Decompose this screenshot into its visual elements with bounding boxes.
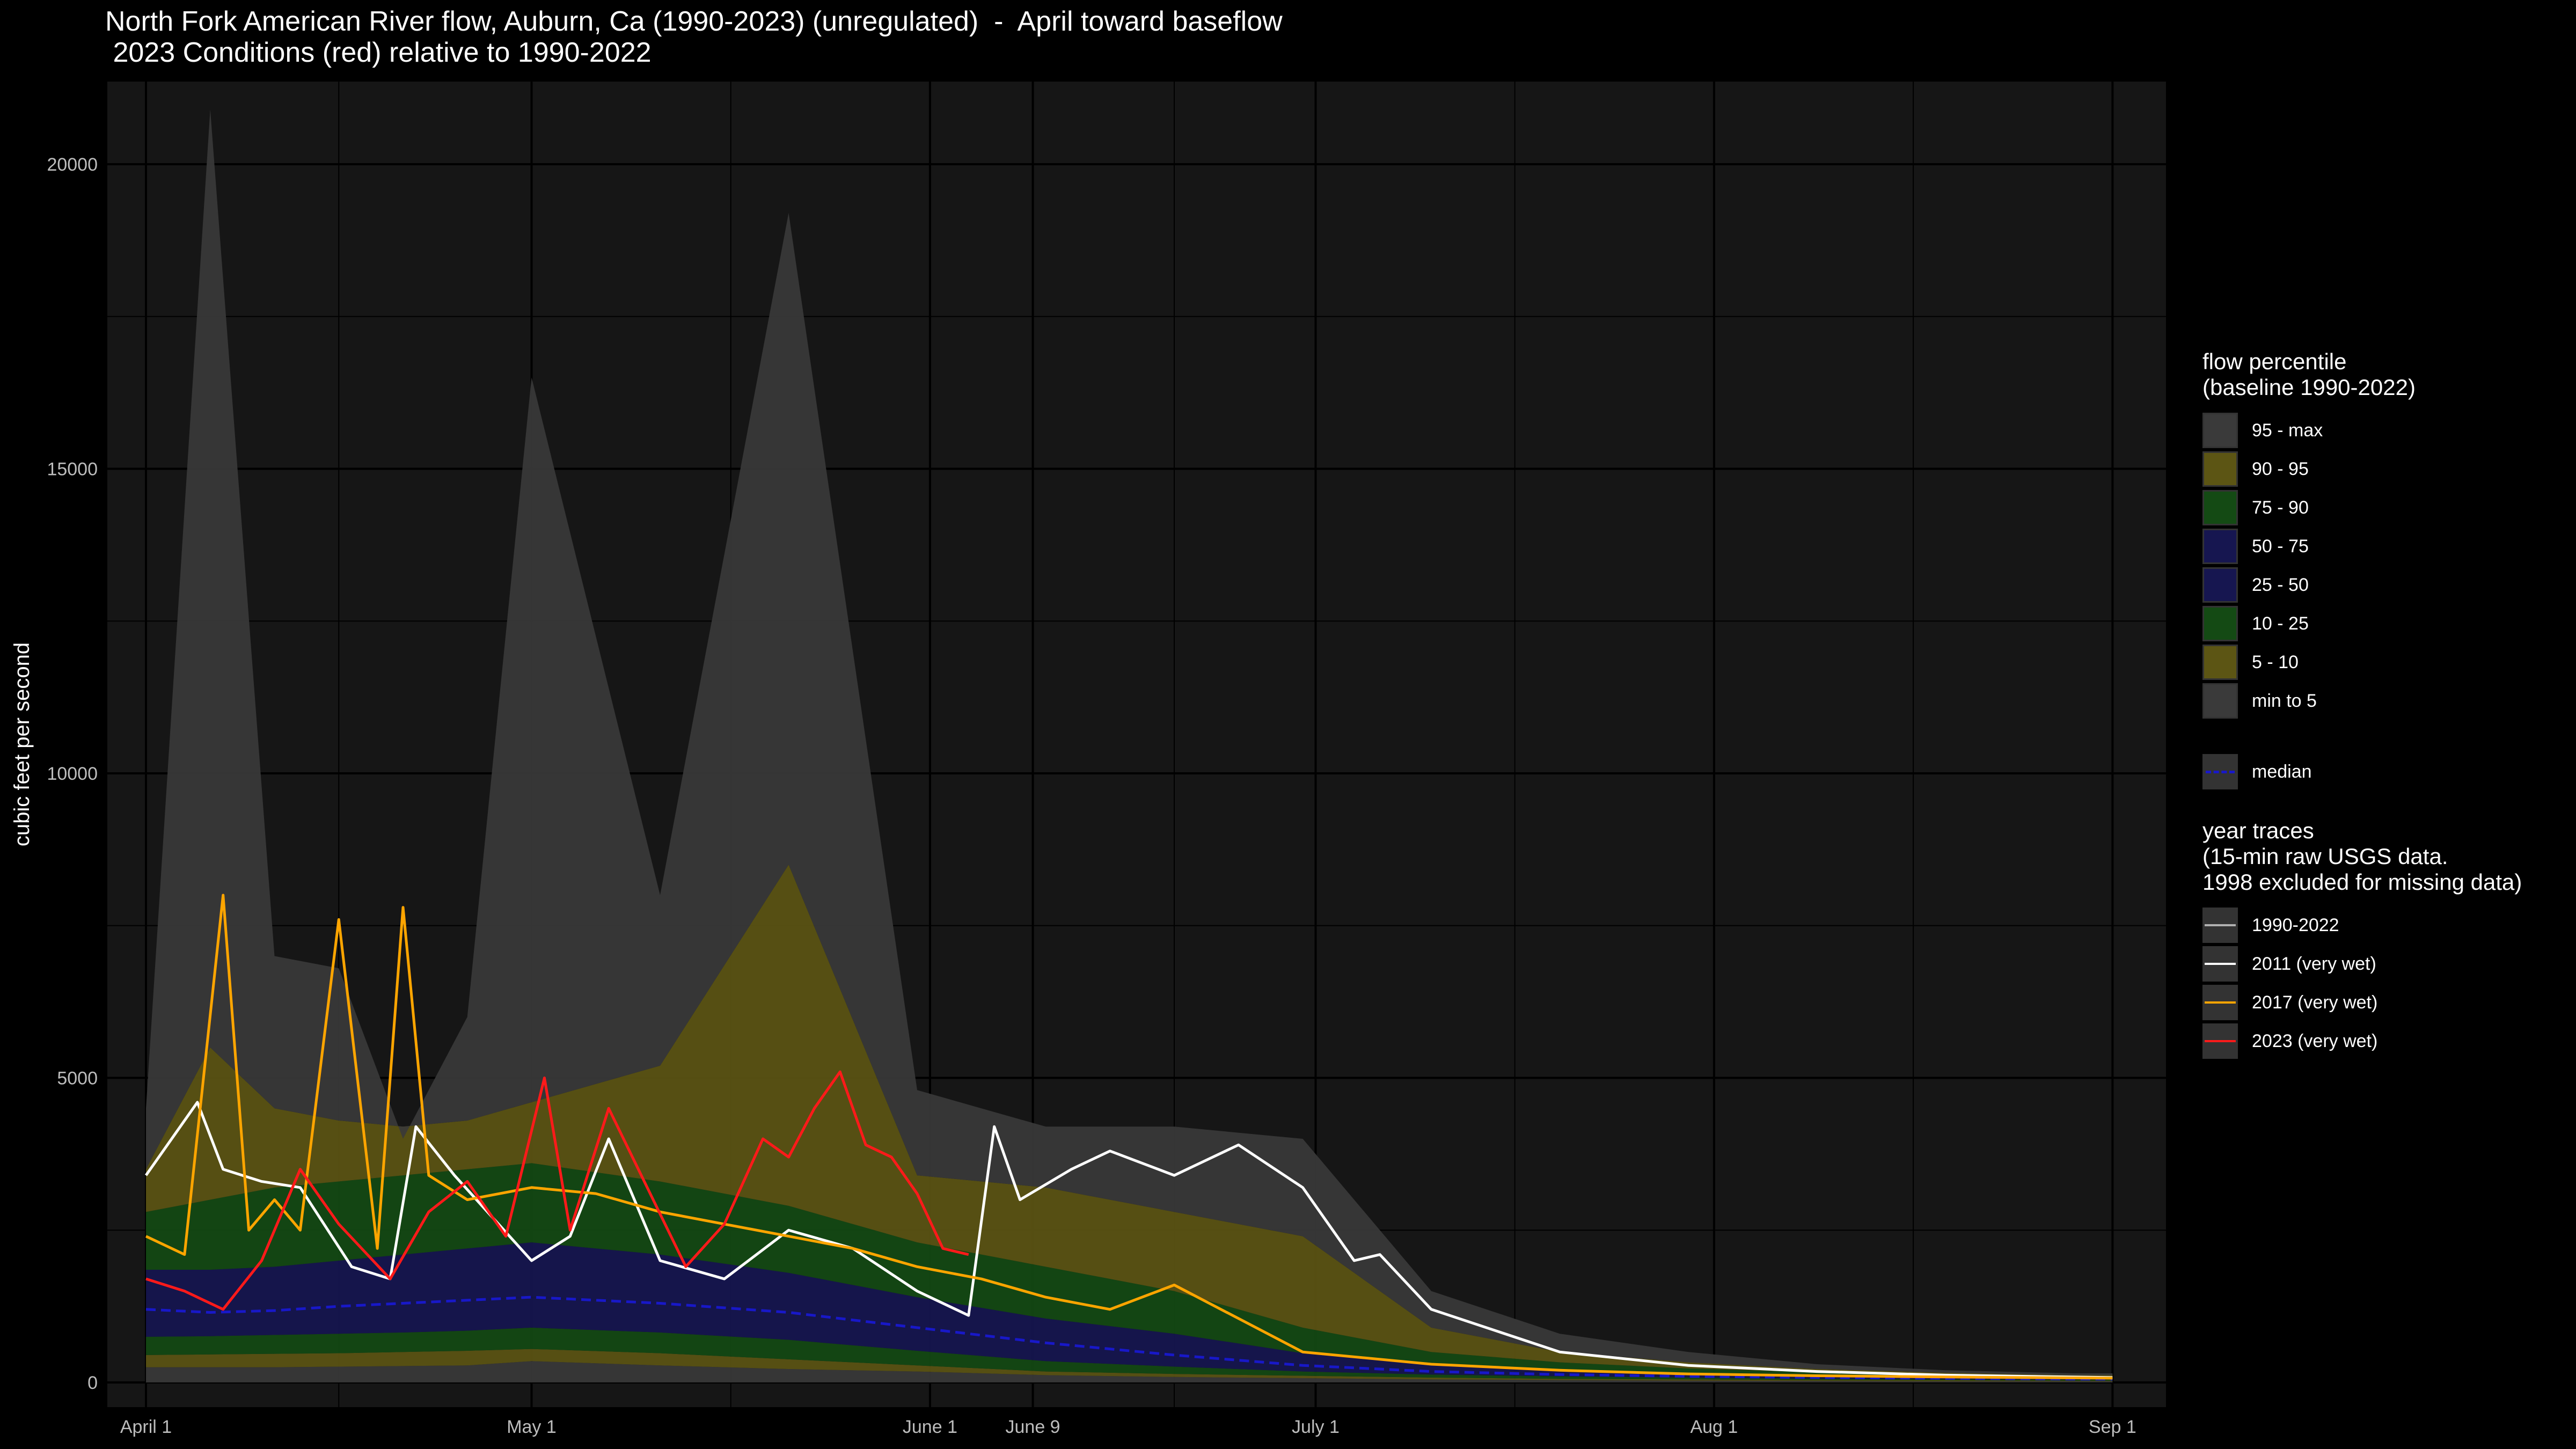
band-50-75: [146, 1242, 2113, 1379]
legend-key-icon: [2202, 683, 2238, 719]
legend-trace-list: 1990-2022 2011 (very wet) 2017 (very wet) 2…: [2202, 906, 2567, 1060]
y-tick-label: 0: [87, 1373, 98, 1393]
legend-key-icon: [2202, 985, 2238, 1020]
band-75-90: [146, 1163, 2113, 1378]
legend-key-icon: [2202, 645, 2238, 680]
x-tick-label: June 1: [903, 1417, 957, 1437]
band-95-max: [146, 109, 2113, 1375]
legend-band-row: 5 - 10: [2202, 643, 2567, 682]
legend-trace-row: 2011 (very wet): [2202, 945, 2567, 983]
legend-key-icon: [2202, 567, 2238, 603]
legend-band-row: 10 - 25: [2202, 604, 2567, 643]
band-10-25: [146, 1327, 2113, 1381]
legend-band-list: 95 - max 90 - 95 75 - 90 50 - 75 25 - 50 10 -…: [2202, 411, 2567, 720]
x-tick-label: Sep 1: [2089, 1417, 2136, 1437]
legend-traces-title: year traces (15-min raw USGS data. 1998 …: [2202, 818, 2522, 895]
band-25-50: [146, 1297, 2113, 1380]
legend-label: 5 - 10: [2252, 652, 2299, 672]
x-tick-label: June 9: [1006, 1417, 1060, 1437]
x-tick-label: May 1: [507, 1417, 557, 1437]
legend-key-icon: [2202, 451, 2238, 487]
legend-label: 1990-2022: [2252, 914, 2339, 935]
legend-trace-row: 2023 (very wet): [2202, 1022, 2567, 1060]
legend-label: min to 5: [2252, 690, 2317, 711]
y-tick-label: 5000: [57, 1069, 98, 1089]
legend-band-row: 75 - 90: [2202, 488, 2567, 527]
median-line: [145, 1296, 2113, 1381]
legend-band-row: 25 - 50: [2202, 566, 2567, 604]
x-tick-label: Aug 1: [1690, 1417, 1738, 1437]
legend-band-row: 90 - 95: [2202, 450, 2567, 488]
legend-label: 90 - 95: [2252, 458, 2309, 479]
legend-key-icon: [2202, 490, 2238, 525]
legend-trace-row: 2017 (very wet): [2202, 983, 2567, 1022]
chart-title: North Fork American River flow, Auburn, …: [105, 6, 1283, 37]
legend: flow percentile (baseline 1990-2022) 95 …: [2202, 349, 2567, 1060]
y-tick-label: 15000: [47, 459, 98, 480]
legend-label: 2017 (very wet): [2252, 992, 2378, 1013]
legend-label: 95 - max: [2252, 420, 2323, 441]
legend-band-row: 95 - max: [2202, 411, 2567, 450]
band-90-95: [146, 865, 2113, 1377]
legend-key-icon: [2202, 413, 2238, 448]
legend-label: 25 - 50: [2252, 574, 2309, 595]
series-line: [145, 1070, 969, 1311]
legend-band-row: 50 - 75: [2202, 527, 2567, 566]
y-tick-label: 10000: [47, 764, 98, 784]
median-key-icon: [2202, 754, 2238, 789]
legend-label: 2023 (very wet): [2252, 1030, 2378, 1051]
x-tick-label: July 1: [1292, 1417, 1340, 1437]
legend-trace-row: 1990-2022: [2202, 906, 2567, 945]
legend-label: 75 - 90: [2252, 497, 2309, 518]
legend-median-label: median: [2252, 761, 2312, 782]
legend-median-row: median: [2202, 752, 2567, 791]
legend-key-icon: [2202, 908, 2238, 943]
legend-key-icon: [2202, 606, 2238, 641]
legend-key-icon: [2202, 529, 2238, 564]
x-tick-label: April 1: [120, 1417, 172, 1437]
band-minto5: [146, 1361, 2113, 1382]
band-5-10: [146, 1349, 2113, 1381]
y-axis-label: cubic feet per second: [10, 642, 34, 846]
legend-label: 2011 (very wet): [2252, 953, 2376, 974]
legend-label: 50 - 75: [2252, 536, 2309, 557]
chart-subtitle: 2023 Conditions (red) relative to 1990-2…: [105, 37, 652, 68]
legend-key-icon: [2202, 946, 2238, 982]
legend-label: 10 - 25: [2252, 613, 2309, 634]
legend-band-row: min to 5: [2202, 682, 2567, 720]
legend-key-icon: [2202, 1023, 2238, 1059]
legend-percentile-title: flow percentile (baseline 1990-2022): [2202, 349, 2416, 400]
y-tick-label: 20000: [47, 155, 98, 175]
